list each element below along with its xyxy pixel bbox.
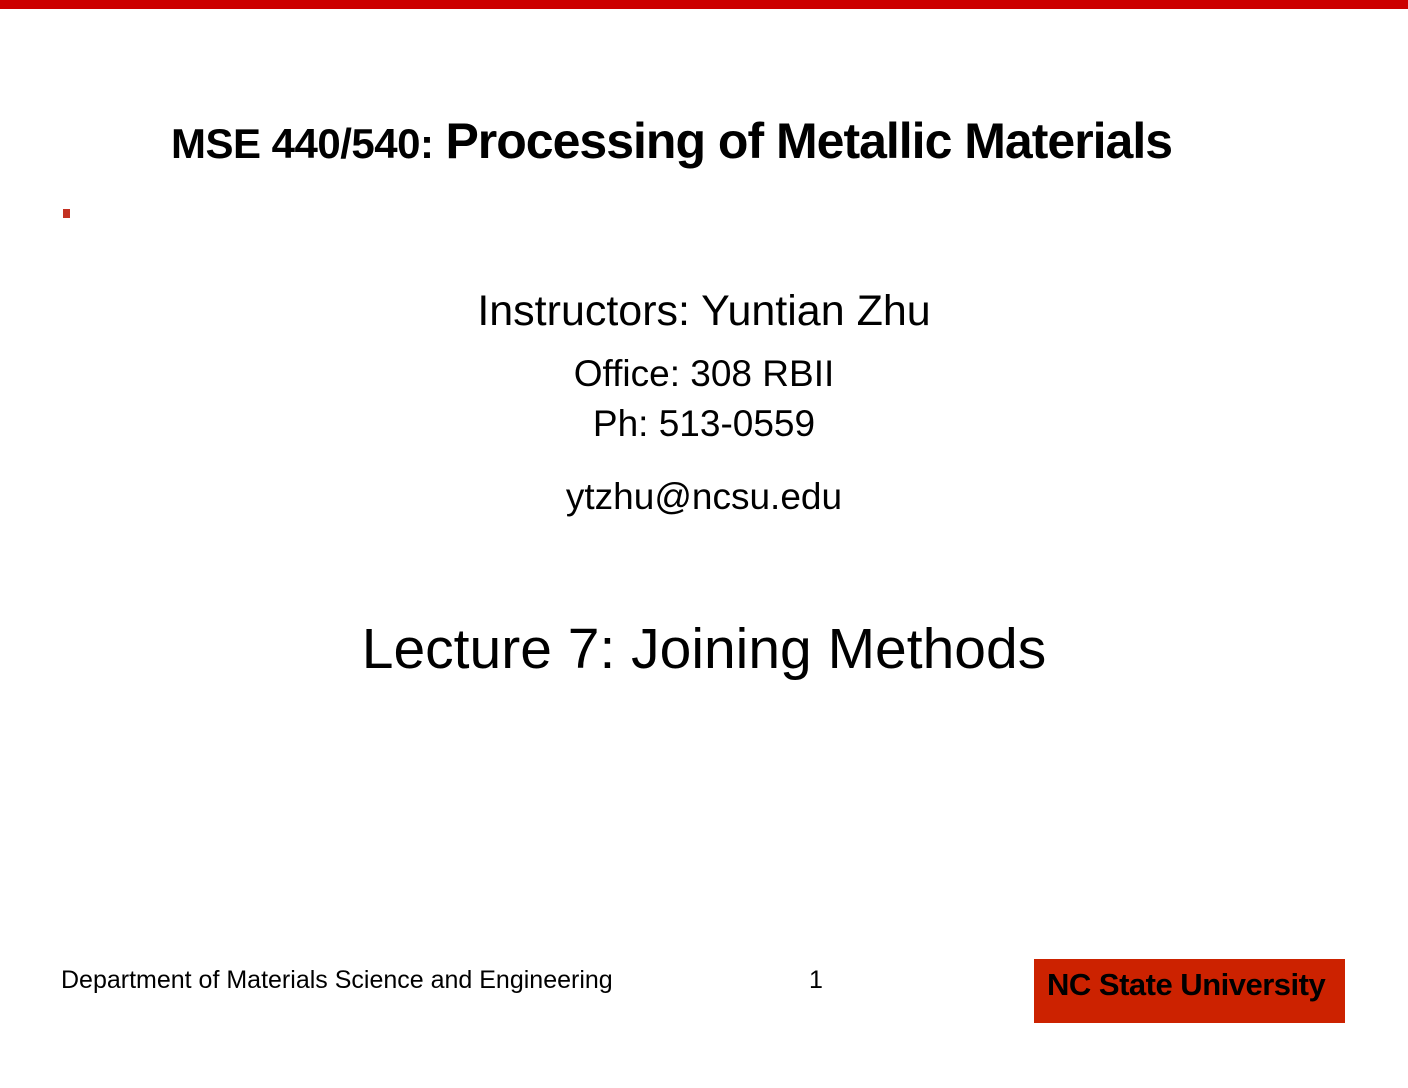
institution-banner: NC State University [1034,959,1345,1023]
bullet-marker [63,209,70,218]
course-code: MSE 440/540: [170,120,434,167]
page-number: 1 [809,966,823,994]
phone-line: Ph: 513-0559 [592,403,816,444]
instructors-line: Instructors: Yuntian Zhu [477,287,931,335]
footer-department: Department of Materials Science and Engi… [61,966,613,994]
office-line: Office: 308 RBII [573,353,835,394]
slide-title: MSE 440/540: Processing of Metallic Mate… [0,112,1343,170]
institution-name: NC State University [1047,967,1326,1002]
email-line: ytzhu@ncsu.edu [565,476,843,517]
lecture-title: Lecture 7: Joining Methods [361,617,1047,681]
top-accent-bar [0,0,1408,9]
course-title: Processing of Metallic Materials [445,113,1173,169]
